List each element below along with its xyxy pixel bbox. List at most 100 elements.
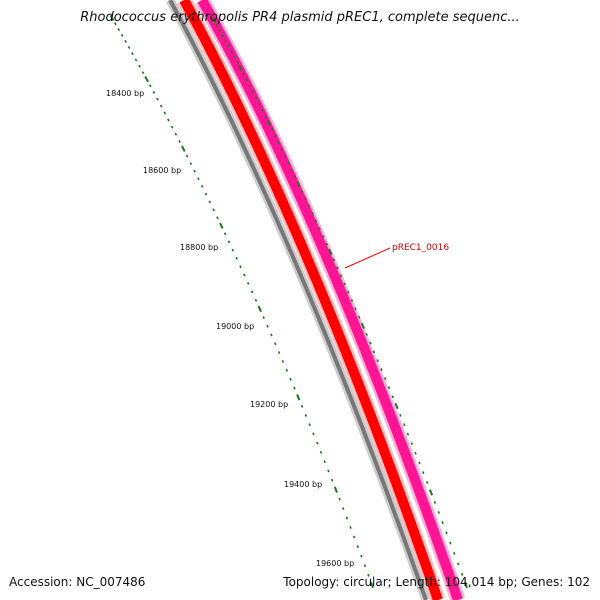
outer-tick — [418, 461, 421, 465]
outer-tick — [380, 368, 383, 372]
outer-tick — [433, 500, 437, 504]
outer-tick — [449, 541, 452, 545]
outer-tick — [248, 84, 252, 88]
ruler-tick — [159, 104, 163, 108]
outer-tick — [357, 315, 361, 319]
ruler-tick — [138, 64, 141, 68]
ruler-tick — [342, 507, 345, 510]
ruler-tick — [308, 423, 311, 427]
outer-tick — [245, 78, 248, 82]
ruler-tick — [114, 22, 117, 26]
ruler-tick — [250, 290, 254, 294]
ruler-tick — [170, 125, 174, 129]
gene-label-group[interactable]: pREC1_0016 — [344, 243, 449, 269]
ruler-tick — [281, 359, 285, 363]
ruler-tick — [239, 265, 242, 269]
ruler-tick — [254, 298, 258, 302]
gene-pREC1_0016-feature[interactable] — [197, 0, 463, 600]
outer-tick — [294, 175, 297, 179]
outer-tick — [354, 307, 357, 311]
outer-tick — [290, 168, 294, 172]
outer-tick — [414, 451, 417, 455]
outer-tick — [346, 290, 350, 294]
outer-tick — [369, 341, 372, 345]
ruler-tick — [246, 281, 250, 285]
ruler-tick — [330, 478, 334, 482]
ruler-tick — [293, 386, 296, 390]
outer-tick — [266, 119, 272, 127]
ruler-tick — [167, 118, 170, 122]
outer-tick — [328, 248, 333, 256]
ruler-tick — [223, 232, 227, 236]
outer-tick — [336, 266, 339, 270]
outer-tick — [350, 298, 354, 302]
outer-tick — [343, 282, 346, 286]
outer-tick — [387, 386, 391, 390]
ruler-tick — [323, 460, 326, 464]
backbone-track-halo — [166, 0, 431, 600]
outer-tick — [314, 219, 318, 223]
outer-tick — [264, 115, 267, 119]
ruler-tick — [285, 368, 289, 372]
ruler-tick — [156, 97, 159, 101]
feature-tracks — [166, 0, 466, 600]
ruler-tick — [174, 132, 178, 136]
outer-tick — [428, 489, 434, 496]
ruler-tick — [127, 45, 131, 49]
ruler-label: 19400 bp — [284, 480, 322, 489]
outer-tick — [321, 234, 325, 238]
ruler-label: 18400 bp — [106, 89, 144, 98]
ruler-tick — [360, 554, 363, 558]
ruler-tick — [152, 90, 156, 94]
ruler-tick — [304, 414, 308, 417]
ruler-tick — [231, 248, 235, 252]
outer-tick-ring — [211, 16, 468, 589]
outer-tick — [464, 581, 468, 589]
ruler-tick — [200, 184, 204, 188]
ruler-tick — [243, 273, 246, 277]
ruler-label: 18800 bp — [180, 243, 218, 252]
outer-tick — [221, 33, 224, 37]
forward-strand-feature[interactable] — [179, 0, 443, 600]
ruler-tick — [189, 162, 193, 166]
ruler-ticks — [109, 14, 374, 589]
ruler-tick — [117, 27, 121, 32]
outer-tick — [339, 274, 343, 278]
outer-tick — [394, 402, 399, 410]
outer-tick — [270, 128, 274, 131]
ruler-tick — [273, 342, 277, 346]
ruler-labels: 18400 bp 18600 bp 18800 bp 19000 bp 1920… — [106, 89, 354, 568]
ruler-tick — [289, 377, 292, 381]
outer-tick — [445, 531, 448, 535]
outer-tick — [261, 108, 264, 112]
outer-tick — [422, 471, 425, 475]
ruler-tick — [356, 545, 359, 549]
outer-tick — [318, 227, 321, 231]
outer-tick — [437, 511, 440, 514]
outer-tick — [280, 147, 284, 151]
ruler-tick — [277, 351, 281, 355]
ruler-tick — [257, 305, 262, 313]
ruler-tick — [204, 192, 208, 196]
outer-tick — [300, 189, 304, 193]
ruler-tick — [197, 177, 200, 181]
ruler-tick — [363, 564, 367, 568]
outer-tick — [406, 432, 410, 436]
outer-tick — [453, 552, 456, 555]
ruler-label: 19600 bp — [316, 559, 354, 568]
gene-label-pREC1_0016[interactable]: pREC1_0016 — [392, 243, 449, 253]
outer-tick — [360, 322, 366, 329]
ruler-tick — [352, 535, 356, 539]
ruler-label: 19000 bp — [216, 322, 254, 331]
outer-tick — [325, 242, 328, 246]
outer-tick — [233, 55, 236, 59]
outer-tick — [257, 102, 261, 106]
outer-tick — [372, 350, 376, 354]
ruler-tick — [300, 404, 304, 408]
ruler-tick — [148, 84, 152, 88]
ruler-tick — [262, 316, 265, 320]
outer-tick — [383, 377, 387, 381]
outer-tick — [230, 50, 233, 53]
ruler-tick — [235, 256, 238, 260]
